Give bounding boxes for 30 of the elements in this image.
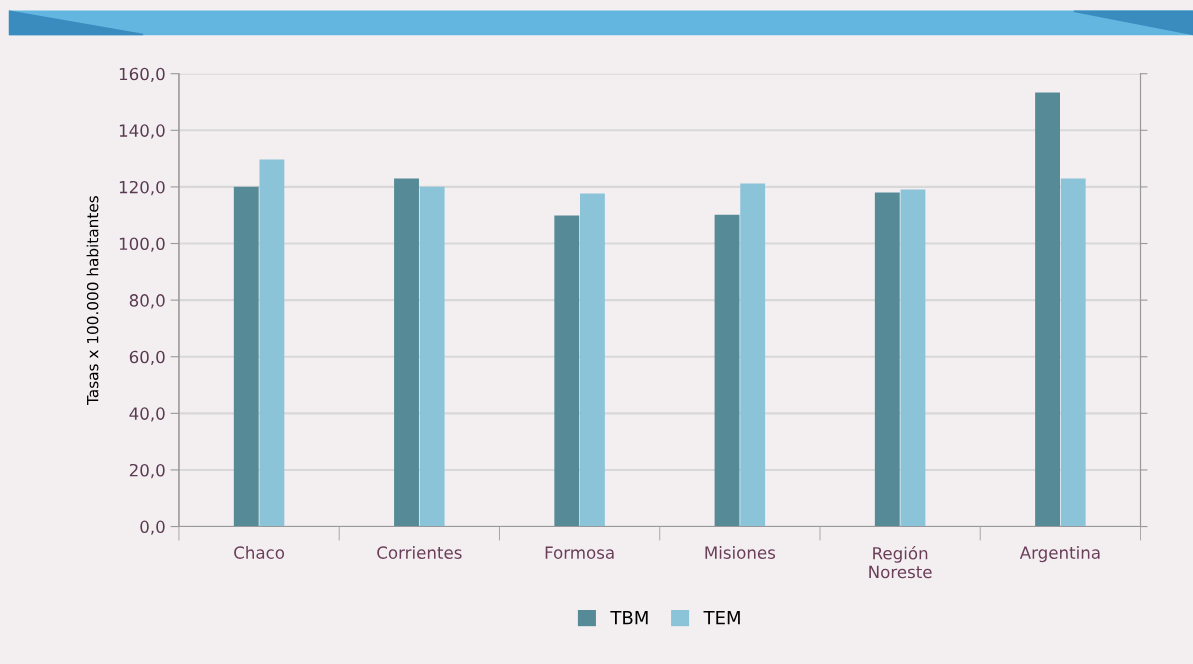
bar xyxy=(1060,178,1086,527)
bar xyxy=(874,192,900,527)
y-tick-label: 140,0 xyxy=(119,124,165,139)
bar xyxy=(554,215,580,527)
bar xyxy=(900,189,926,527)
y-tick-label: 100,0 xyxy=(119,237,165,252)
y-tick-label: 80,0 xyxy=(129,294,165,309)
y-axis-title: Tasas x 100.000 habitantes xyxy=(86,196,99,405)
y-tick-label: 40,0 xyxy=(129,407,165,422)
bar xyxy=(740,183,766,527)
x-tick-label: Argentina xyxy=(1019,546,1100,563)
y-tick-label: 0,0 xyxy=(140,520,165,535)
bar xyxy=(419,186,445,527)
bar xyxy=(714,214,740,527)
bar xyxy=(259,159,285,527)
y-tick-label: 120,0 xyxy=(119,180,165,196)
x-tick-label: Región Noreste xyxy=(869,546,932,579)
x-tick-label: Chaco xyxy=(234,546,285,559)
x-tick-label: Misiones xyxy=(705,546,776,559)
legend-label: TEM xyxy=(703,611,740,625)
bar xyxy=(233,186,259,527)
y-tick-label: 160,0 xyxy=(119,67,165,82)
bar xyxy=(1035,92,1060,527)
y-tick-label: 20,0 xyxy=(129,463,165,479)
bar xyxy=(394,178,419,527)
legend-label: TBM xyxy=(610,611,648,625)
y-tick-label: 60,0 xyxy=(129,350,165,365)
x-tick-label: Formosa xyxy=(545,546,614,559)
x-tick-label: Corrientes xyxy=(377,546,462,559)
bar xyxy=(579,193,605,527)
